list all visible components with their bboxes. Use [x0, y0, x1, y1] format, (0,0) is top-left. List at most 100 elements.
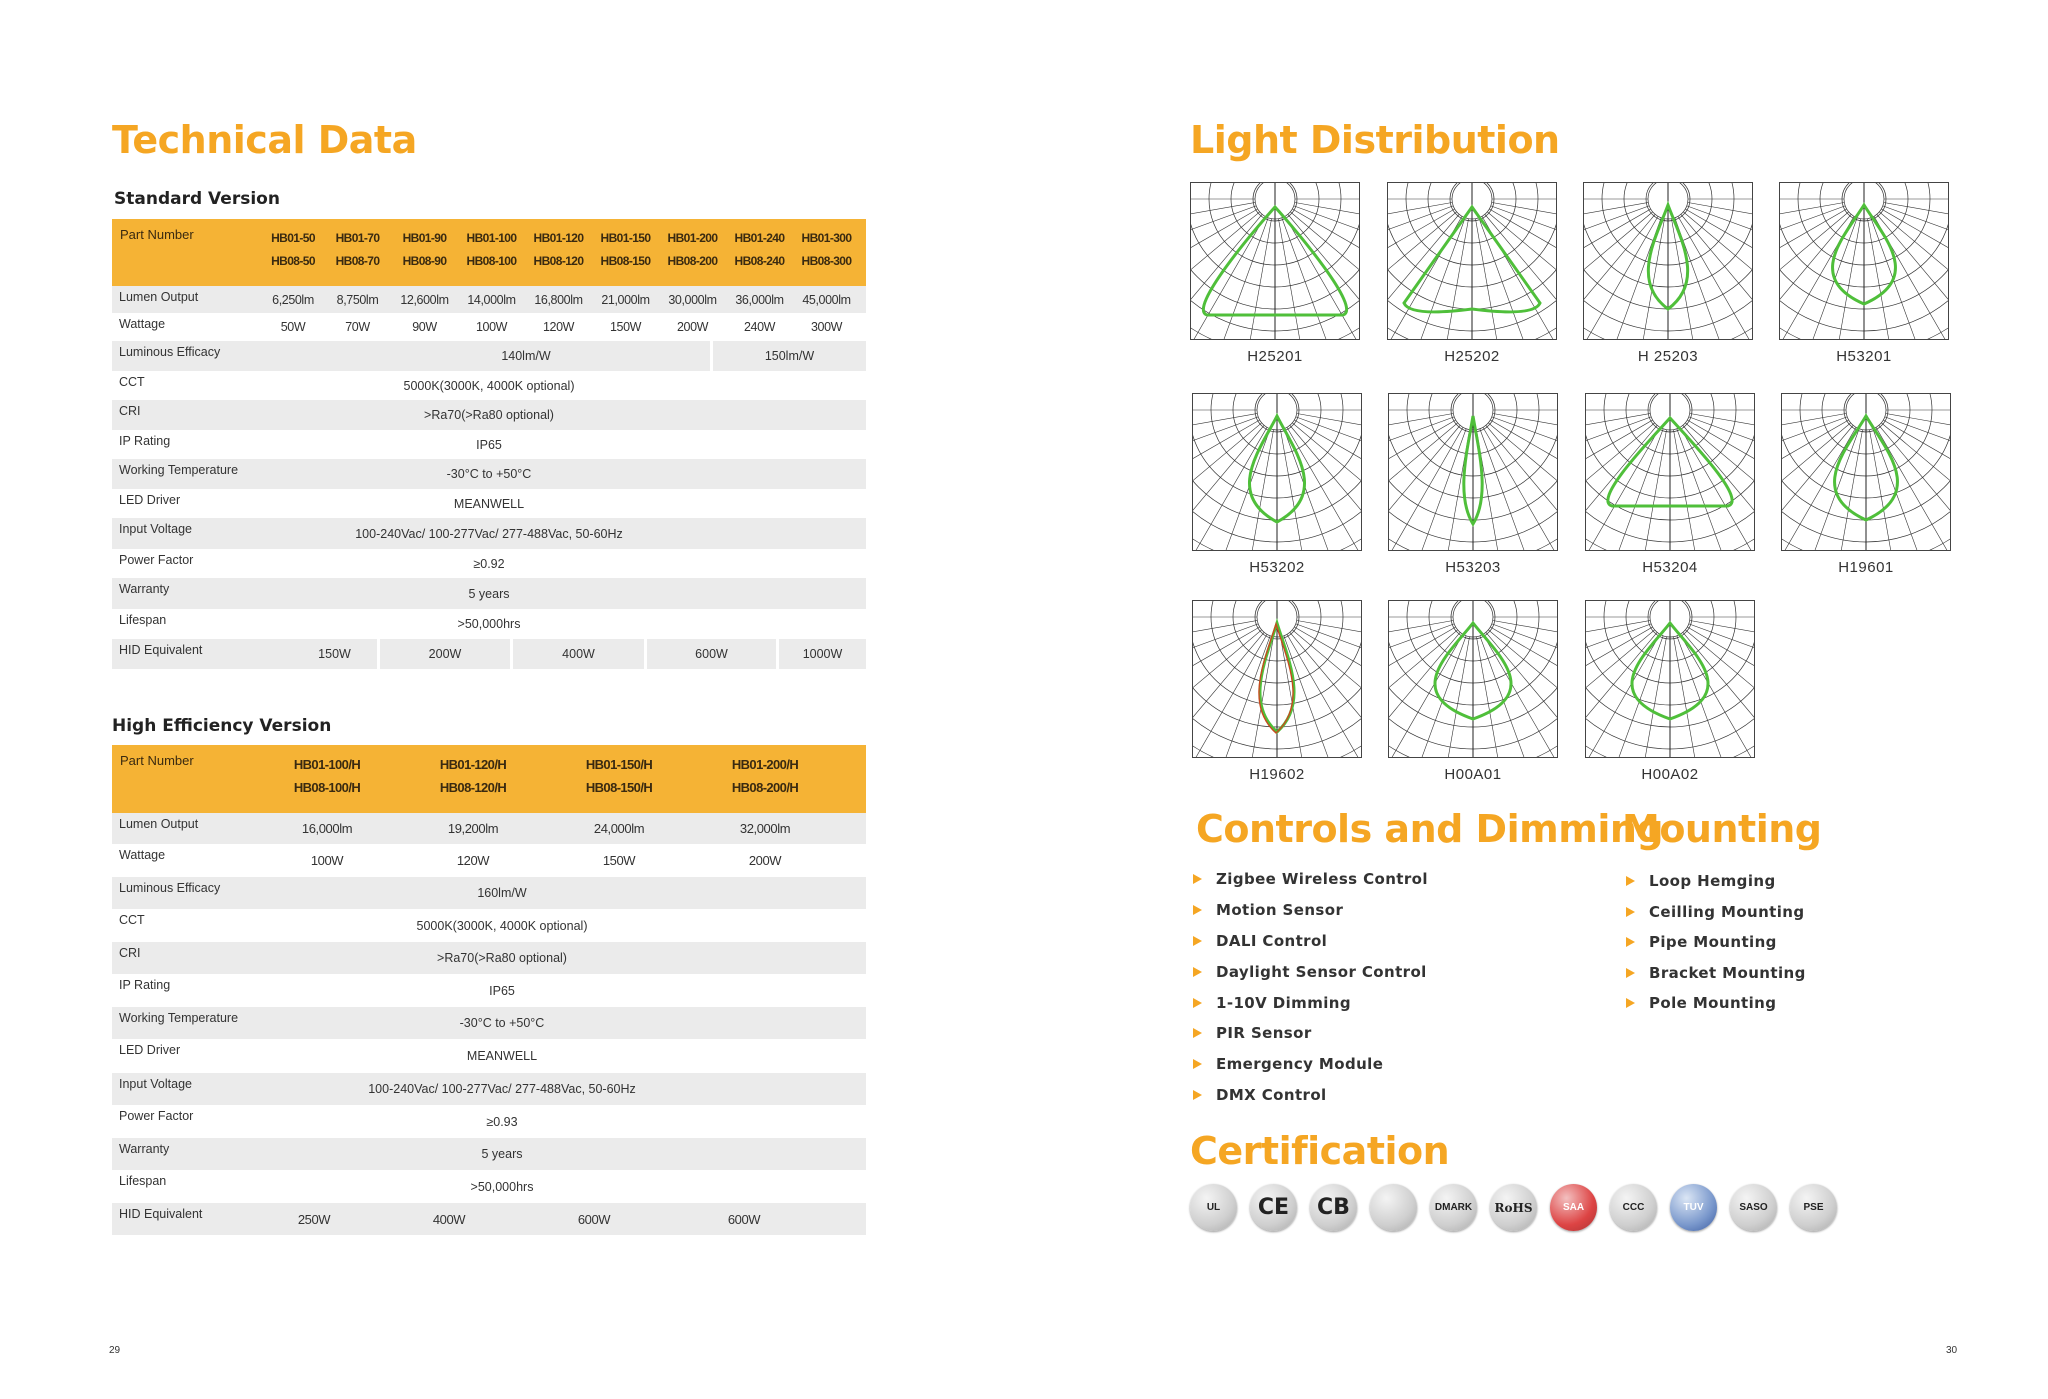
efficacy-values: 140lm/W 150lm/W [112, 341, 866, 371]
polar-curve [1780, 183, 1948, 339]
light-distribution-title: Light Distribution [1190, 118, 1560, 162]
controls-item: Zigbee Wireless Control [1193, 864, 1428, 895]
hid-values: 250W 400W 600W 600W [254, 1203, 866, 1235]
light-distribution-diagram: H00A01 [1388, 600, 1558, 783]
pf-value: ≥0.93 [486, 1114, 518, 1129]
wattage-value: 50W [280, 320, 306, 334]
temp-row: Working Temperature -30°C to +50°C [112, 1007, 866, 1039]
ip-values: IP65 [112, 974, 866, 1007]
driver-row: LED Driver MEANWELL [112, 1039, 866, 1073]
hid-value: 200W [380, 639, 513, 669]
efficacy-value: 140lm/W [112, 341, 713, 371]
warranty-value: 5 years [468, 586, 510, 601]
bullet-triangle-icon [1193, 997, 1202, 1008]
mounting-label: Loop Hemging [1649, 872, 1776, 891]
ce-logo-icon: CE [1250, 1184, 1297, 1231]
warranty-value: 5 years [481, 1147, 523, 1161]
lumen-value: 12,600lm [400, 292, 449, 307]
part-number: HB01-200 [667, 231, 719, 245]
hid-value: 400W [432, 1211, 466, 1227]
voltage-label: Input Voltage [119, 522, 192, 536]
cri-label: CRI [119, 404, 141, 418]
ip-label: IP Rating [119, 978, 171, 992]
part-number: HB01-50 [271, 231, 315, 245]
diagram-caption: H19602 [1249, 766, 1305, 783]
cri-values: >Ra70(>Ra80 optional) [112, 942, 866, 974]
wattage-row: Wattage 50W 70W 90W 100W 120W 150W 200W 240W 300W [112, 313, 866, 341]
high-part-numbers: HB01-100/H HB01-120/H HB01-150/H HB01-200/H… [254, 753, 866, 799]
wattage-values: 50W 70W 90W 100W 120W 150W 200W 240W 300W [262, 313, 866, 341]
light-distribution-diagram: H53202 [1192, 393, 1362, 576]
hid-value: 150W [112, 639, 380, 669]
part-number: HB08-300 [801, 254, 853, 268]
hid-label: HID Equivalent [119, 643, 203, 657]
lifespan-value: >50,000hrs [470, 1179, 534, 1194]
bullet-triangle-icon [1193, 1089, 1202, 1100]
efficacy-row: Luminous Efficacy 160lm/W [112, 877, 866, 909]
tuv-logo-icon: TUV [1670, 1184, 1717, 1231]
temp-value: -30°C to +50°C [446, 467, 532, 481]
light-distribution-diagram: H25202 [1387, 182, 1557, 365]
controls-label: Motion Sensor [1216, 901, 1344, 920]
part-number: HB01-100 [466, 231, 518, 245]
polar-chart [1781, 393, 1951, 551]
high-efficiency-title: High Efficiency Version [112, 716, 332, 736]
cct-values: 5000K(3000K, 4000K optional) [112, 909, 866, 942]
cct-row: CCT 5000K(3000K, 4000K optional) [112, 371, 866, 400]
cct-label: CCT [119, 913, 145, 927]
cct-value: 5000K(3000K, 4000K optional) [416, 918, 588, 933]
polar-curve [1586, 394, 1754, 550]
part-number: HB08-120/H [439, 780, 507, 795]
cri-values: >Ra70(>Ra80 optional) [112, 400, 866, 430]
cct-row: CCT 5000K(3000K, 4000K optional) [112, 909, 866, 942]
polar-curve [1193, 394, 1361, 550]
hid-label: HID Equivalent [119, 1207, 203, 1221]
part-number: HB08-240 [734, 254, 786, 268]
pf-value: ≥0.92 [473, 556, 505, 571]
hid-value: 250W [297, 1211, 331, 1227]
ip-values: IP65 [112, 430, 866, 459]
warranty-row: Warranty 5 years [112, 578, 866, 609]
part-number: HB01-70 [335, 231, 380, 245]
diagram-caption: H53201 [1836, 348, 1892, 365]
lumen-value: 32,000lm [739, 821, 791, 836]
controls-list: Zigbee Wireless Control Motion Sensor DALI… [1193, 864, 1428, 1110]
lumen-value: 14,000lm [467, 292, 516, 307]
part-number-label: Part Number [120, 227, 194, 242]
wattage-value: 90W [412, 320, 437, 334]
diagram-caption: H00A01 [1444, 766, 1502, 783]
light-distribution-diagram: H19602 [1192, 600, 1362, 783]
polar-chart [1192, 393, 1362, 551]
efficacy-value: 160lm/W [477, 886, 527, 900]
temp-label: Working Temperature [119, 1011, 239, 1025]
part-number: HB08-120 [533, 254, 585, 268]
diagram-caption: H25201 [1247, 348, 1303, 365]
mounting-item: Ceilling Mounting [1626, 897, 1806, 928]
diagram-caption: H 25203 [1637, 348, 1699, 365]
mounting-item: Pole Mounting [1626, 988, 1806, 1019]
light-distribution-diagram: H53203 [1388, 393, 1558, 576]
part-number: HB01-240 [734, 231, 786, 245]
cri-value: >Ra70(>Ra80 optional) [424, 408, 554, 422]
efficacy-values: 160lm/W [112, 877, 866, 909]
bullet-triangle-icon [1193, 874, 1202, 885]
wattage-label: Wattage [119, 848, 166, 862]
controls-item: Daylight Sensor Control [1193, 956, 1428, 987]
polar-chart [1779, 182, 1949, 340]
part-number: HB08-200 [667, 254, 719, 268]
technical-data-title: Technical Data [112, 118, 417, 162]
lifespan-row: Lifespan >50,000hrs [112, 1170, 866, 1203]
part-number-line: HB01-100/H HB01-120/H HB01-150/H HB01-200/H [254, 753, 866, 776]
polar-curve [1388, 183, 1556, 339]
part-number-line: HB08-100/H HB08-120/H HB08-150/H HB08-200/H [254, 776, 866, 799]
controls-label: Zigbee Wireless Control [1216, 870, 1428, 889]
voltage-value: 100-240Vac/ 100-277Vac/ 277-488Vac, 50-6… [368, 1082, 636, 1096]
polar-chart [1388, 600, 1558, 758]
hid-value: 600W [727, 1211, 761, 1227]
diagram-caption: H00A02 [1641, 766, 1699, 783]
mounting-item: Bracket Mounting [1626, 958, 1806, 989]
cb-logo-icon: CB [1310, 1184, 1357, 1231]
polar-curve [1389, 394, 1557, 550]
driver-row: LED Driver MEANWELL [112, 489, 866, 518]
hid-value: 1000W [802, 647, 843, 661]
